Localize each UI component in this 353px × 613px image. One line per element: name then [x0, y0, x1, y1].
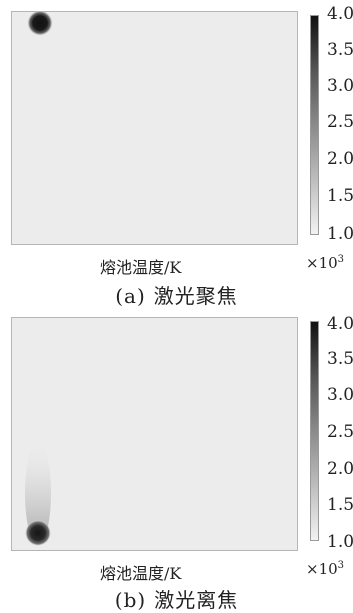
colorbar-multiplier: ×103 [306, 254, 345, 272]
tick-label: 3.5 [327, 349, 353, 369]
tick-label: 3.5 [327, 40, 353, 60]
tick-label: 2.0 [327, 459, 353, 479]
tick-label: 4.0 [327, 4, 353, 24]
tick-label: 1.5 [327, 495, 353, 515]
heatmap-plot-b [11, 317, 298, 551]
hotspot-b [25, 520, 51, 546]
caption-a: (a) 激光聚焦 [0, 280, 353, 309]
panel-a: 4.0 3.5 3.0 2.5 2.0 1.5 1.0 熔池温度/K ×103 … [0, 0, 353, 309]
tick-label: 3.0 [327, 385, 353, 405]
tick-label: 1.0 [327, 532, 353, 552]
tick-label: 4.0 [327, 314, 353, 334]
colorbar-multiplier: ×103 [306, 560, 345, 578]
tick-label: 2.0 [327, 149, 353, 169]
colorbar-a [310, 15, 319, 235]
caption-tag: (a) [115, 284, 146, 308]
colorbar-b [310, 321, 319, 541]
hotspot-tail-b [25, 441, 51, 545]
caption-b: (b) 激光离焦 [0, 584, 353, 613]
tick-label: 1.0 [327, 224, 353, 244]
tick-label: 3.0 [327, 76, 353, 96]
tick-label: 2.5 [327, 422, 353, 442]
tick-label: 2.5 [327, 112, 353, 132]
colorbar-quantity-label: 熔池温度/K [100, 564, 182, 583]
caption-tag: (b) [114, 588, 147, 612]
heatmap-svg-b [25, 441, 51, 546]
tick-label: 1.5 [327, 186, 353, 206]
heatmap-plot-a [11, 11, 298, 245]
colorbar-quantity-label: 熔池温度/K [100, 258, 182, 277]
panel-b: 4.0 3.5 3.0 2.5 2.0 1.5 1.0 熔池温度/K ×103 … [0, 306, 353, 612]
caption-text: 激光聚焦 [153, 284, 238, 308]
heatmap-svg-a [27, 12, 53, 36]
hotspot-a [27, 12, 53, 36]
caption-text: 激光离焦 [154, 588, 239, 612]
